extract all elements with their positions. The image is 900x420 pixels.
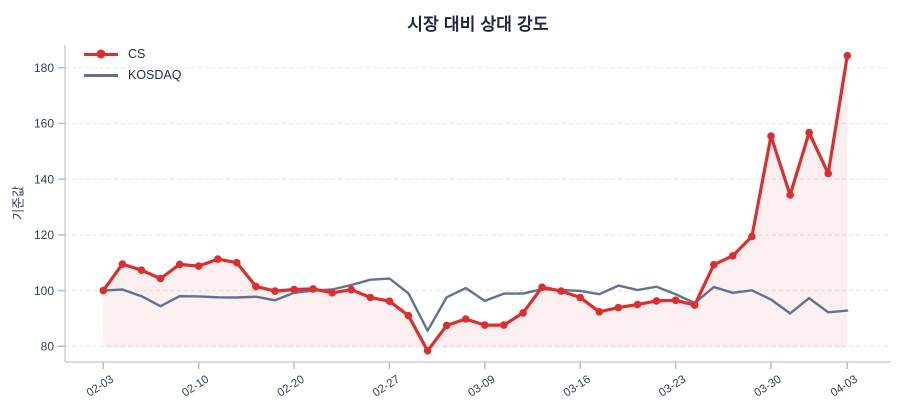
legend-label-cs: CS — [128, 47, 146, 62]
kosdaq-line — [102, 277, 849, 332]
cs-data-point — [710, 260, 718, 269]
y-axis-tick-label: 160 — [34, 117, 54, 131]
cs-line — [101, 54, 849, 353]
cs-data-point — [252, 282, 260, 291]
x-axis-tick-label: 02-27 — [371, 373, 402, 399]
cs-data-point — [690, 301, 699, 309]
cs-data-point — [729, 252, 737, 260]
y-axis-tick-label: 180 — [34, 61, 54, 75]
cs-data-point — [519, 309, 527, 317]
y-axis-title: 기준값 — [11, 185, 26, 221]
cs-data-point — [805, 128, 813, 137]
cs-data-point — [347, 285, 356, 294]
y-axis-tick-label: 80 — [41, 340, 55, 354]
cs-data-point — [633, 300, 642, 309]
cs-data-point — [385, 297, 394, 306]
cs-data-point — [557, 287, 565, 295]
cs-data-point — [462, 315, 470, 323]
y-axis-tick-label: 140 — [34, 172, 54, 186]
kosdaq-line-swatch — [84, 74, 118, 77]
cs-data-point — [595, 308, 604, 316]
cs-data-point — [614, 303, 623, 312]
cs-data-point — [290, 285, 298, 294]
legend-item-kosdaq[interactable]: KOSDAQ — [84, 68, 182, 83]
cs-data-point — [652, 297, 661, 305]
cs-data-point — [786, 191, 794, 199]
cs-data-point — [175, 260, 184, 269]
cs-data-point — [767, 132, 775, 140]
cs-data-point — [824, 169, 832, 178]
y-axis-tick-label: 100 — [34, 284, 54, 298]
cs-data-point — [576, 293, 584, 302]
cs-data-point — [538, 283, 546, 292]
cs-data-point — [404, 311, 413, 320]
cs-data-point — [366, 293, 375, 302]
legend-label-kosdaq: KOSDAQ — [128, 68, 182, 83]
x-axis-tick-label: 02-10 — [180, 373, 211, 399]
cs-data-point — [99, 286, 108, 295]
chart-title: 시장 대비 상대 강도 — [407, 15, 549, 34]
x-axis-tick-label: 03-09 — [466, 373, 497, 399]
cs-data-point — [328, 289, 337, 297]
cs-data-point — [748, 232, 756, 241]
x-axis-tick-label: 03-16 — [562, 373, 593, 399]
cs-area-fill — [103, 55, 848, 351]
cs-data-point — [481, 321, 489, 329]
cs-data-point — [271, 287, 279, 295]
cs-data-point — [214, 255, 222, 263]
cs-data-point — [233, 258, 241, 267]
cs-data-point — [118, 260, 127, 268]
cs-data-point — [156, 274, 165, 283]
cs-data-point — [442, 321, 451, 330]
x-axis-tick-label: 04-03 — [829, 373, 860, 399]
legend-item-cs[interactable]: CS — [84, 47, 182, 62]
cs-data-point — [309, 285, 317, 293]
x-axis-tick-label: 02-03 — [85, 373, 116, 399]
x-axis-tick-label: 03-23 — [657, 373, 688, 399]
cs-data-point — [671, 296, 680, 305]
legend: CS KOSDAQ — [84, 47, 182, 83]
cs-line-swatch — [84, 49, 118, 59]
x-axis-tick-label: 02-20 — [275, 373, 306, 399]
cs-marker-dot — [96, 49, 106, 59]
cs-data-point — [194, 262, 203, 270]
cs-data-point — [137, 266, 146, 275]
y-axis-tick-label: 120 — [34, 228, 54, 242]
x-axis-tick-label: 03-30 — [752, 373, 783, 399]
cs-data-point — [843, 51, 852, 60]
cs-data-point — [423, 347, 432, 355]
cs-data-point — [500, 321, 508, 329]
